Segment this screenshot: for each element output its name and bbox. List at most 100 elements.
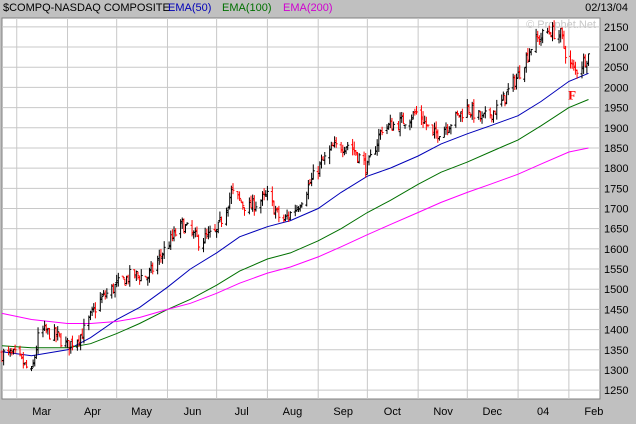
ohlc-bar xyxy=(323,151,327,165)
y-tick-label: 1700 xyxy=(604,204,628,216)
ohlc-bar xyxy=(197,234,201,251)
ohlc-bar xyxy=(128,265,132,287)
ohlc-bar xyxy=(2,348,6,366)
ohlc-bar xyxy=(449,124,453,135)
x-tick-label: Feb xyxy=(584,406,603,418)
y-tick-label: 1500 xyxy=(604,284,628,296)
y-tick-label: 1800 xyxy=(604,163,628,175)
ohlc-bar xyxy=(495,99,499,120)
y-tick-label: 1400 xyxy=(604,325,628,337)
y-tick-label: 1550 xyxy=(604,264,628,276)
ohlc-bar xyxy=(105,288,109,299)
ohlc-bar xyxy=(380,126,384,136)
ohlc-bar xyxy=(121,275,125,279)
ohlc-bar xyxy=(501,91,505,101)
ohlc-bar xyxy=(300,202,304,208)
y-tick-label: 1650 xyxy=(604,224,628,236)
x-tick-label: Sep xyxy=(333,406,353,418)
ohlc-bar xyxy=(185,222,189,226)
x-tick-label: Jun xyxy=(184,406,202,418)
ohlc-bar xyxy=(460,108,464,123)
ohlc-bar xyxy=(311,164,315,180)
ohlc-bar xyxy=(541,28,545,44)
ohlc-bar xyxy=(403,124,407,129)
ohlc-bar xyxy=(29,366,33,372)
ohlc-bar xyxy=(56,326,60,341)
annotation-label: F xyxy=(568,87,576,102)
x-tick-label: Mar xyxy=(32,406,51,418)
ohlc-bar xyxy=(415,105,419,115)
ohlc-bar xyxy=(401,112,405,125)
ohlc-bar xyxy=(265,185,269,201)
ohlc-bar xyxy=(529,48,533,56)
ohlc-bar xyxy=(483,106,487,119)
ema200-line xyxy=(1,147,589,324)
y-tick-label: 2100 xyxy=(604,42,628,54)
x-tick-label: Aug xyxy=(283,406,303,418)
y-tick-label: 1450 xyxy=(604,304,628,316)
ohlc-bar xyxy=(306,179,310,200)
x-tick-label: Oct xyxy=(384,406,401,418)
ohlc-bar xyxy=(13,344,17,354)
ohlc-bar xyxy=(25,360,29,369)
ema50-line xyxy=(1,72,589,357)
ohlc-bar xyxy=(82,318,86,344)
ohlc-bar xyxy=(151,262,155,275)
y-tick-label: 2000 xyxy=(604,82,628,94)
ohlc-bar xyxy=(174,228,178,237)
ohlc-bar xyxy=(334,137,338,148)
y-tick-label: 1350 xyxy=(604,345,628,357)
ema50-legend: EMA(50) xyxy=(168,2,212,14)
y-tick-label: 1900 xyxy=(604,123,628,135)
ohlc-bar xyxy=(518,65,522,80)
ema200-legend: EMA(200) xyxy=(283,2,333,14)
ohlc-bar xyxy=(134,270,138,281)
x-tick-label: May xyxy=(131,406,152,418)
ohlc-bar xyxy=(467,104,471,115)
y-tick-label: 1300 xyxy=(604,365,628,377)
ohlc-bar xyxy=(426,124,430,128)
y-tick-label: 1750 xyxy=(604,183,628,195)
ohlc-bar xyxy=(139,269,143,282)
ohlc-bar xyxy=(100,293,104,304)
ohlc-bar xyxy=(455,110,459,116)
ohlc-bar xyxy=(220,216,224,228)
x-tick-label: Nov xyxy=(433,406,453,418)
ohlc-bar xyxy=(70,335,74,351)
ohlc-bar xyxy=(367,155,371,166)
chart-date: 02/13/04 xyxy=(585,2,628,14)
ema100-line xyxy=(1,99,589,349)
ohlc-bar xyxy=(254,201,258,212)
ohlc-bar xyxy=(123,278,127,286)
price-bars xyxy=(0,20,591,372)
y-tick-label: 1950 xyxy=(604,103,628,115)
y-tick-label: 2150 xyxy=(604,22,628,34)
ohlc-bar xyxy=(575,69,579,79)
ema100-legend: EMA(100) xyxy=(222,2,272,14)
ohlc-bar xyxy=(506,83,510,96)
ohlc-bar xyxy=(59,332,63,348)
ohlc-bar xyxy=(564,45,568,64)
ohlc-bar xyxy=(208,225,212,238)
ohlc-bar xyxy=(182,218,186,234)
y-tick-label: 1250 xyxy=(604,385,628,397)
ohlc-bar xyxy=(472,99,476,123)
y-tick-label: 1850 xyxy=(604,143,628,155)
ohlc-bar xyxy=(552,20,556,40)
ohlc-bar xyxy=(231,183,235,195)
ohlc-bar xyxy=(437,136,441,141)
x-tick-label: Apr xyxy=(84,406,101,418)
ohlc-bar xyxy=(116,272,120,287)
symbol-title: $COMPQ-NASDAQ COMPOSITE xyxy=(3,2,170,14)
ohlc-bar xyxy=(183,224,187,233)
ohlc-bar xyxy=(277,205,281,223)
ohlc-bar xyxy=(357,153,361,164)
ohlc-bar xyxy=(238,191,242,201)
ohlc-bar xyxy=(369,149,373,157)
ohlc-bar xyxy=(48,327,52,340)
ohlc-bar xyxy=(346,142,350,151)
ohlc-bar xyxy=(93,302,97,319)
x-tick-label: Dec xyxy=(483,406,503,418)
